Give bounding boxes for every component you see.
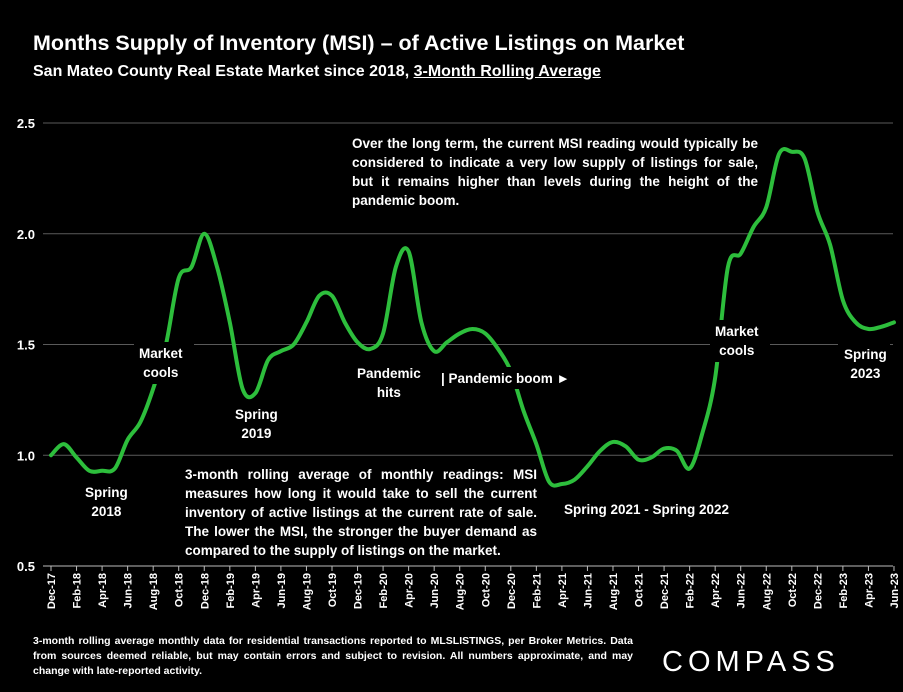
x-tick-label: Jun-22	[736, 573, 748, 608]
x-tick-label: Apr-21	[557, 573, 569, 608]
annotation-spring-2023-l1: Spring	[844, 347, 887, 362]
x-tick-label: Oct-22	[787, 573, 799, 607]
x-tick-label: Dec-21	[659, 573, 671, 609]
annotation-market-cools-1-l1: Market	[139, 346, 183, 361]
annotation-market-cools-1: Market cools	[139, 344, 183, 382]
x-tick-label: Jun-19	[276, 573, 288, 608]
compass-logo: COMPASS	[662, 646, 840, 678]
x-tick-label: Feb-19	[225, 573, 237, 608]
y-tick-label: 2.0	[17, 227, 35, 242]
annotation-market-cools-2: Market cools	[715, 322, 759, 360]
annotation-spring-2018-l1: Spring	[85, 485, 128, 500]
x-tick-label: Aug-19	[301, 573, 313, 610]
x-tick-label: Dec-20	[506, 573, 518, 609]
subtitle-underlined: 3-Month Rolling Average	[413, 63, 601, 80]
chart-title: Months Supply of Inventory (MSI) – of Ac…	[33, 31, 685, 55]
annotation-pandemic-hits: Pandemic hits	[357, 364, 421, 402]
footnote: 3-month rolling average monthly data for…	[33, 635, 633, 677]
y-tick-label: 2.5	[17, 116, 35, 131]
y-tick-label: 1.5	[17, 338, 35, 353]
annotation-spring-2021-2022: Spring 2021 - Spring 2022	[564, 502, 730, 517]
msi-series-line	[49, 147, 896, 488]
x-tick-label: Dec-19	[353, 573, 365, 609]
annotation-pandemic-hits-l2: hits	[376, 385, 401, 400]
annotation-background	[560, 498, 730, 520]
annotation-pandemic-hits-l1: Pandemic	[357, 366, 421, 381]
y-axis: 0.5 1.0 1.5 2.0 2.5	[17, 116, 35, 574]
x-tick-label: Jun-23	[889, 573, 901, 608]
x-tick-label: Jun-20	[429, 573, 441, 608]
x-tick-label: Feb-18	[72, 573, 84, 608]
annotation-pandemic-boom: | Pandemic boom ►	[441, 371, 570, 386]
x-axis: Dec-17 Feb-18 Apr-18 Jun-18 Aug-18 Oct-18 Dec-…	[43, 565, 901, 610]
x-tick-label: Apr-19	[250, 573, 262, 608]
annotation-background	[350, 362, 422, 404]
annotation-market-cools-2-l2: cools	[719, 343, 755, 358]
annotation-spring-2019: Spring 2019	[235, 405, 278, 443]
x-tick-label: Apr-23	[863, 573, 875, 608]
annotation-background	[437, 367, 587, 389]
subtitle-prefix: San Mateo County Real Estate Market sinc…	[33, 63, 414, 80]
annotation-spring-2018: Spring 2018	[85, 483, 128, 521]
chart-subtitle: San Mateo County Real Estate Market sinc…	[33, 63, 601, 81]
x-tick-label: Oct-21	[634, 573, 646, 607]
annotation-spring-2023-l2: 2023	[850, 366, 881, 381]
annotation-background	[838, 343, 890, 385]
x-tick-label: Feb-21	[531, 573, 543, 608]
x-tick-label: Aug-18	[148, 573, 160, 610]
annotation-background	[710, 320, 770, 362]
x-tick-label: Feb-23	[838, 573, 850, 608]
x-tick-label: Oct-18	[174, 573, 186, 607]
annotation-spring-2018-l2: 2018	[91, 504, 122, 519]
annotation-background	[80, 481, 135, 523]
y-tick-label: 1.0	[17, 448, 35, 463]
x-tick-label: Apr-22	[710, 573, 722, 608]
annotation-market-cools-1-l2: cools	[143, 365, 179, 380]
y-tick-label: 0.5	[17, 559, 35, 574]
x-tick-label: Feb-22	[685, 573, 697, 608]
annotation-spring-2019-l1: Spring	[235, 407, 278, 422]
x-tick-label: Aug-22	[761, 573, 773, 610]
x-tick-label: Dec-22	[812, 573, 824, 609]
x-tick-label: Aug-21	[608, 573, 620, 610]
annotation-spring-2019-l2: 2019	[241, 426, 272, 441]
x-tick-label: Apr-20	[404, 573, 416, 608]
annotation-background	[230, 403, 286, 445]
msi-definition-note: 3-month rolling average of monthly readi…	[185, 467, 537, 558]
x-tick-label: Oct-19	[327, 573, 339, 607]
x-tick-label: Dec-18	[199, 573, 211, 609]
x-tick-label: Apr-18	[97, 573, 109, 608]
x-tick-label: Oct-20	[480, 573, 492, 607]
long-term-note: Over the long term, the current MSI read…	[352, 136, 758, 208]
x-tick-label: Jun-18	[123, 573, 135, 608]
x-tick-label: Dec-17	[46, 573, 58, 609]
x-tick-label: Aug-20	[455, 573, 467, 610]
annotation-market-cools-2-l1: Market	[715, 324, 759, 339]
x-tick-label: Feb-20	[378, 573, 390, 608]
annotation-spring-2023: Spring 2023	[844, 345, 887, 383]
annotation-background	[134, 342, 194, 384]
x-tick-label: Jun-21	[582, 573, 594, 608]
annotation-backgrounds	[80, 320, 890, 523]
